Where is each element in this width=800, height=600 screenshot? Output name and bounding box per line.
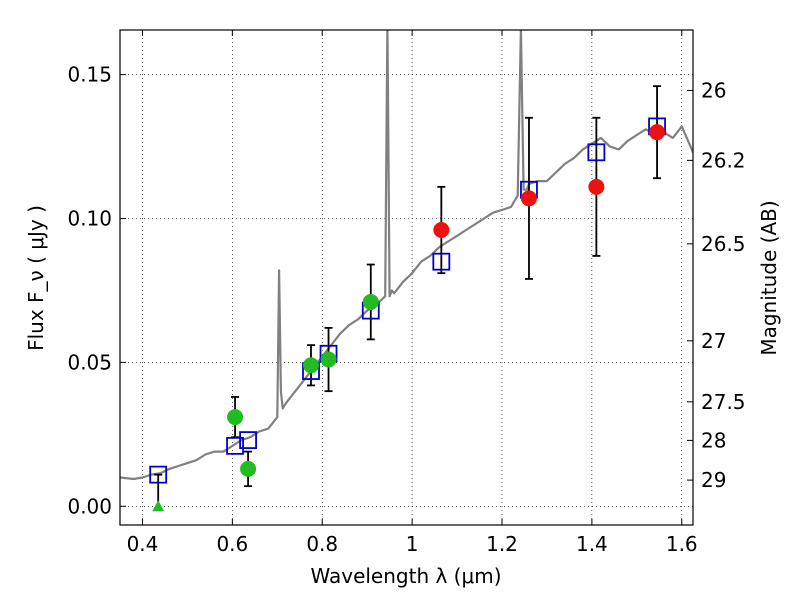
mag-tick-label: 28 bbox=[701, 428, 726, 452]
y-tick-label: 0.15 bbox=[67, 63, 112, 87]
x-tick-label: 1.4 bbox=[576, 532, 608, 556]
mag-tick-label: 29 bbox=[701, 468, 726, 492]
right-axis-label: Magnitude (AB) bbox=[757, 200, 781, 355]
observed-point bbox=[588, 178, 605, 195]
x-tick-label: 1.6 bbox=[666, 532, 698, 556]
upper-limit-marker bbox=[152, 500, 165, 512]
plot-frame bbox=[119, 29, 694, 526]
model-point bbox=[149, 465, 168, 484]
observed-point bbox=[240, 460, 257, 477]
model-point bbox=[432, 252, 451, 271]
x-tick-label: 1 bbox=[406, 532, 419, 556]
y-tick-label: 0.05 bbox=[67, 350, 112, 374]
observed-point bbox=[362, 293, 379, 310]
model-spectrum bbox=[120, 30, 693, 481]
observed-point bbox=[433, 222, 450, 239]
x-tick-label: 0.4 bbox=[127, 532, 159, 556]
observed-point bbox=[649, 124, 666, 141]
x-axis-label: Wavelength λ (μm) bbox=[310, 564, 501, 588]
model-point bbox=[587, 143, 606, 162]
model-point bbox=[226, 436, 244, 455]
mag-tick-label: 26.5 bbox=[701, 232, 746, 256]
mag-tick-label: 26.2 bbox=[701, 148, 746, 172]
y-tick-label: 0.10 bbox=[67, 207, 112, 231]
data-markers bbox=[149, 117, 666, 512]
y-tick-label: 0.00 bbox=[67, 494, 112, 518]
mag-tick-label: 26 bbox=[701, 78, 726, 102]
tick-labels: 0.4 0.6 0.8 1 1.2 1.4 1.6 0.00 0.05 0.10 0.15 26 26.… bbox=[67, 63, 745, 556]
observed-point bbox=[227, 409, 244, 426]
grid bbox=[120, 30, 693, 525]
mag-tick-label: 27 bbox=[701, 329, 726, 353]
mag-tick-label: 27.5 bbox=[701, 390, 746, 414]
x-tick-label: 0.6 bbox=[216, 532, 248, 556]
spectrum-line bbox=[120, 30, 693, 481]
axis-ticks bbox=[120, 30, 693, 525]
model-point bbox=[239, 431, 257, 450]
x-tick-label: 1.2 bbox=[486, 532, 518, 556]
x-tick-label: 0.8 bbox=[306, 532, 338, 556]
observed-point bbox=[320, 351, 337, 368]
observed-point bbox=[303, 357, 319, 374]
y-axis-label: Flux F_ν ( μJy ) bbox=[24, 205, 48, 351]
observed-point bbox=[520, 190, 537, 207]
